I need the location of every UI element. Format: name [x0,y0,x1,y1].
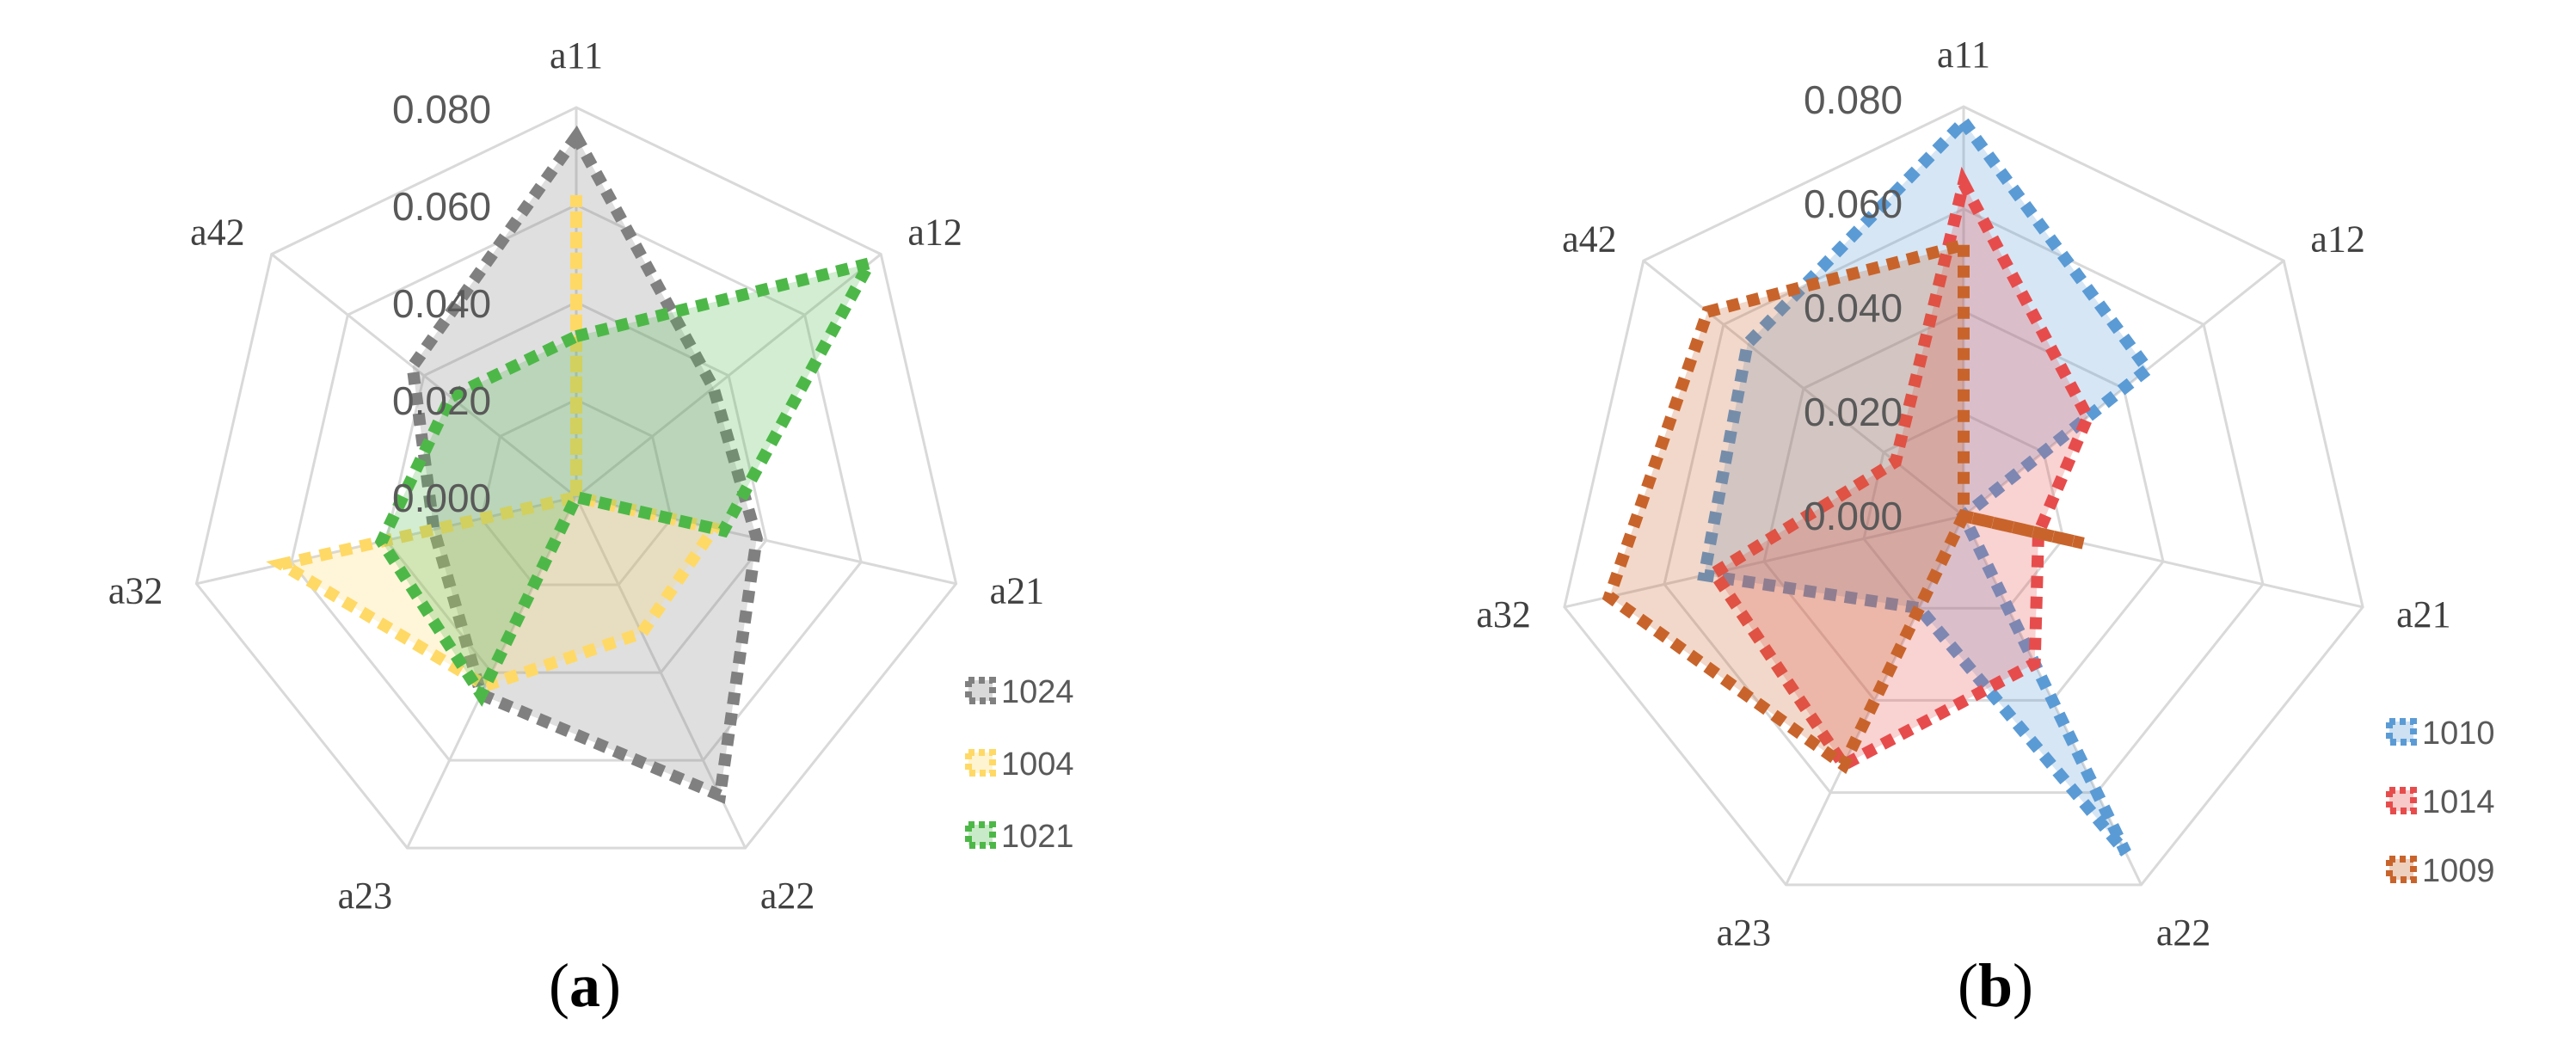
panel-label: (a) [549,951,621,1020]
category-label-a32: a32 [108,570,163,612]
legend-label: 1009 [2422,853,2495,889]
category-label-a21: a21 [990,570,1045,612]
legend-item-1024: 1024 [965,674,1074,710]
legend-label: 1004 [1001,746,1074,783]
legend-item-1010: 1010 [2386,715,2495,752]
tick-label: 0.080 [1804,77,1903,122]
grid-spoke [1642,260,1964,518]
category-label-a22: a22 [760,875,815,917]
tick-label: 0.040 [1804,286,1903,330]
series-1014-polygon [1706,166,2094,773]
tick-label: 0.000 [392,476,491,520]
series-1010-polygon [1697,113,2156,857]
category-label-a32: a32 [1476,593,1531,636]
category-label-a21: a21 [2396,593,2451,636]
grid-spoke [1564,514,1964,609]
tick-label: 0.060 [1804,181,1903,226]
grid-spoke [270,253,577,499]
grid-ring [1563,105,2364,887]
series-1009-polygon [1602,236,2085,775]
grid-ring [479,398,673,586]
grid-ring [1663,207,2265,795]
series-1024-polygon [406,125,763,804]
legend-swatch [2386,856,2417,883]
tick-label: 0.080 [392,87,491,132]
category-label-a42: a42 [1562,218,1617,260]
tick-label: 0.020 [392,378,491,423]
legend-swatch [965,677,996,704]
grid-spoke [575,253,882,499]
panel-label: (b) [1958,951,2033,1020]
legend-swatch [2386,787,2417,814]
radar-panel-b: 0.000 0.020 0.040 0.060 0.080 a11 a12 a21 a22 a23… [1476,34,2494,1020]
legend-label: 1010 [2422,715,2495,752]
legend-item-1004: 1004 [965,746,1074,783]
tick-label: 0.020 [1804,390,1903,434]
category-label-a11: a11 [550,34,603,77]
legend-item-1009: 1009 [2386,853,2495,889]
series-1021-polygon [374,254,882,707]
legend-label: 1024 [1001,674,1074,710]
legend-swatch [965,821,996,849]
tick-label: 0.040 [392,281,491,326]
grid-ring [290,203,863,762]
radar-panel-a: 0.000 0.020 0.040 0.060 0.080 a11 a12 a21 a22 a23… [108,34,1074,1020]
category-label-a23: a23 [1717,912,1772,954]
category-label-a12: a12 [2310,218,2365,260]
legend-swatch [965,749,996,777]
legend-item-1014: 1014 [2386,784,2495,820]
legend-item-1021: 1021 [965,819,1074,855]
category-label-a42: a42 [190,212,245,254]
legend-label: 1021 [1001,819,1074,855]
category-label-a22: a22 [2156,912,2211,954]
tick-label: 0.060 [392,184,491,229]
grid-ring [194,106,958,850]
category-label-a23: a23 [338,875,393,917]
legend-swatch [2386,718,2417,746]
tick-label: 0.000 [1804,494,1903,538]
category-label-a11: a11 [1937,34,1990,76]
legend-label: 1014 [2422,784,2495,820]
category-label-a12: a12 [907,212,962,254]
